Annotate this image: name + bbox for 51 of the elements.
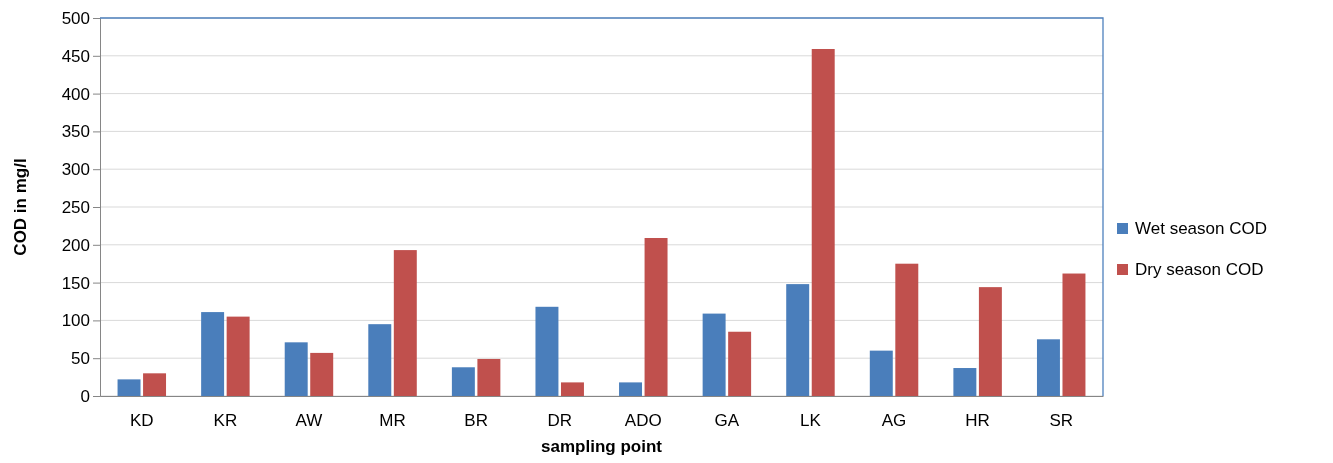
x-tick-label: AW — [295, 411, 323, 431]
bar — [368, 324, 392, 396]
legend-label: Wet season COD — [1135, 219, 1267, 238]
y-tick-label: 200 — [61, 235, 90, 255]
legend-label: Dry season COD — [1135, 260, 1264, 279]
x-tick-label: MR — [379, 411, 406, 431]
y-tick-label: 100 — [61, 311, 90, 331]
x-tick-label: BR — [464, 411, 488, 431]
bar — [895, 263, 919, 396]
y-tick-label: 450 — [61, 46, 90, 66]
y-tick-label: 500 — [61, 8, 90, 28]
bar — [1036, 339, 1060, 396]
bar — [728, 331, 752, 396]
bar — [393, 250, 417, 396]
x-tick-label: ADO — [624, 411, 662, 431]
y-tick-label: 0 — [80, 386, 90, 406]
y-tick-label: 300 — [61, 160, 90, 180]
bar — [451, 367, 475, 396]
bar — [978, 287, 1002, 396]
x-tick-label: HR — [965, 411, 990, 431]
x-tick-label: KR — [213, 411, 238, 431]
bar — [477, 358, 501, 396]
x-tick-label: KD — [129, 411, 154, 431]
y-tick-label: 50 — [71, 349, 90, 369]
bar — [226, 316, 250, 396]
x-tick-label: SR — [1049, 411, 1074, 431]
bar — [201, 312, 225, 396]
y-tick-label: 350 — [61, 122, 90, 142]
y-tick-label: 250 — [61, 197, 90, 217]
bar — [869, 350, 893, 396]
bar — [786, 284, 810, 396]
bar — [619, 382, 643, 396]
bar — [953, 368, 977, 396]
y-tick-label: 150 — [61, 273, 90, 293]
x-tick-label: AG — [881, 411, 907, 431]
bar — [702, 313, 726, 396]
bar — [1062, 273, 1086, 396]
x-tick-label: GA — [714, 411, 740, 431]
bar — [811, 49, 835, 396]
bar — [117, 379, 141, 396]
y-tick-label: 400 — [61, 84, 90, 104]
bar — [284, 342, 308, 396]
bar — [310, 352, 334, 396]
bar — [560, 382, 584, 396]
bar — [535, 306, 559, 396]
x-tick-label: DR — [547, 411, 572, 431]
x-axis-title: sampling point — [541, 437, 663, 456]
x-tick-label: LK — [800, 411, 822, 431]
bar — [143, 373, 167, 396]
y-axis-title: COD in mg/l — [11, 158, 30, 256]
bar — [644, 238, 668, 396]
